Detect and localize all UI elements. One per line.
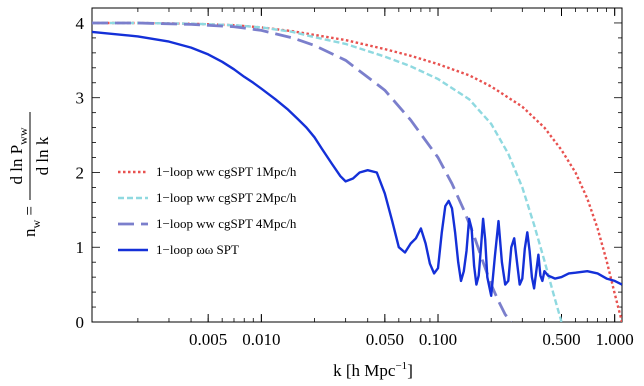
x-tick-label: 0.005 (189, 330, 227, 349)
x-tick-label: 0.100 (419, 330, 457, 349)
x-tick-label: 0.050 (366, 330, 404, 349)
y-tick-label: 0 (76, 313, 85, 332)
y-axis-title: nw = d ln Pww d ln k (7, 112, 52, 237)
y-tick-label: 1 (76, 238, 85, 257)
x-tick-label: 0.010 (242, 330, 280, 349)
series-line-4 (92, 30, 622, 297)
legend-label: 1−loop ww cgSPT 4Mpc/h (156, 216, 297, 231)
y-tick-label: 3 (76, 89, 85, 108)
y-tick-label: 2 (76, 163, 85, 182)
svg-text:nw =: nw = (20, 206, 43, 237)
series-line-2 (92, 21, 563, 322)
y-tick-label: 4 (76, 14, 85, 33)
legend-label: 1−loop ww cgSPT 2Mpc/h (156, 190, 297, 205)
legend: 1−loop ww cgSPT 1Mpc/h 1−loop ww cgSPT 2M… (118, 164, 297, 257)
x-axis-title-exponent: −1 (395, 360, 407, 372)
x-tick-label: 0.500 (542, 330, 580, 349)
legend-label: 1−loop ωω SPT (156, 242, 239, 257)
x-tick-label: 1.000 (596, 330, 634, 349)
axes-layer: 0.005 0.010 0.050 0.100 0.500 1.000 0 1 2 3 4 (76, 7, 634, 349)
svg-text:d ln Pww: d ln Pww (7, 127, 30, 184)
svg-text:d ln k: d ln k (33, 136, 52, 175)
legend-label: 1−loop ww cgSPT 1Mpc/h (156, 164, 297, 179)
x-axis-title: k [h Mpc−1] (333, 360, 413, 380)
plot-frame (91, 7, 623, 323)
series-layer (92, 21, 622, 322)
